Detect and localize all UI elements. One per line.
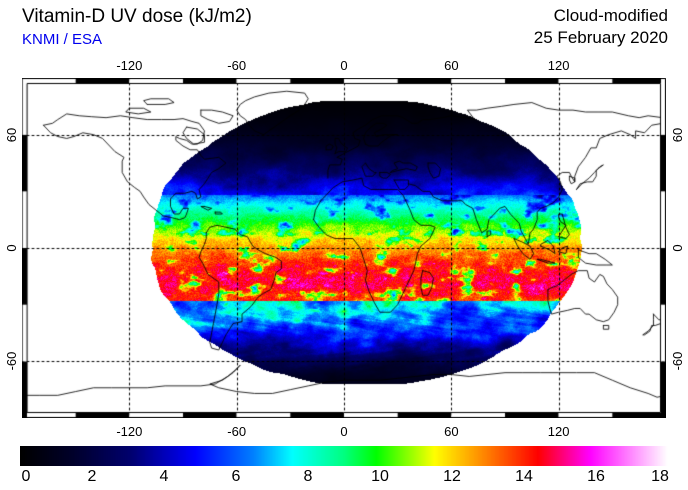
lon-tick-bottom-0: 0 bbox=[340, 424, 348, 439]
colorbar-tick-14: 14 bbox=[515, 468, 533, 485]
lon-tick-top-0: 0 bbox=[340, 58, 348, 73]
lon-tick-top-60: 60 bbox=[444, 58, 459, 73]
lon-tick-bottom--60: -60 bbox=[227, 424, 247, 439]
date-label: 25 February 2020 bbox=[533, 28, 668, 47]
lon-tick-bottom--120: -120 bbox=[116, 424, 143, 439]
colorbar-tick-12: 12 bbox=[443, 468, 461, 485]
lat-tick-left-0: 0 bbox=[4, 244, 19, 252]
lat-tick-right--60: -60 bbox=[670, 351, 685, 371]
lon-tick-bottom-60: 60 bbox=[444, 424, 459, 439]
colorbar-tick-10: 10 bbox=[371, 468, 389, 485]
lon-tick-bottom-120: 120 bbox=[547, 424, 570, 439]
colorbar bbox=[20, 446, 668, 466]
colorbar-gradient bbox=[20, 446, 668, 466]
lon-tick-top--120: -120 bbox=[116, 58, 143, 73]
map-plot bbox=[22, 78, 666, 418]
colorbar-tick-0: 0 bbox=[21, 468, 31, 485]
lon-tick-top-120: 120 bbox=[547, 58, 570, 73]
colorbar-tick-8: 8 bbox=[303, 468, 313, 485]
page-title: Vitamin-D UV dose (kJ/m2) bbox=[22, 6, 252, 27]
colorbar-tick-4: 4 bbox=[159, 468, 169, 485]
colorbar-tick-16: 16 bbox=[587, 468, 605, 485]
colorbar-tick-6: 6 bbox=[231, 468, 241, 485]
lat-tick-left-60: 60 bbox=[4, 127, 19, 142]
colorbar-tick-2: 2 bbox=[87, 468, 97, 485]
lat-tick-right-60: 60 bbox=[670, 127, 685, 142]
lat-tick-right-0: 0 bbox=[670, 244, 685, 252]
product-type-label: Cloud-modified bbox=[553, 6, 668, 25]
lon-tick-top--60: -60 bbox=[227, 58, 247, 73]
credit-label: KNMI / ESA bbox=[22, 31, 103, 48]
lat-tick-left--60: -60 bbox=[4, 351, 19, 371]
colorbar-tick-18: 18 bbox=[651, 468, 669, 485]
world-map-canvas bbox=[22, 78, 666, 418]
